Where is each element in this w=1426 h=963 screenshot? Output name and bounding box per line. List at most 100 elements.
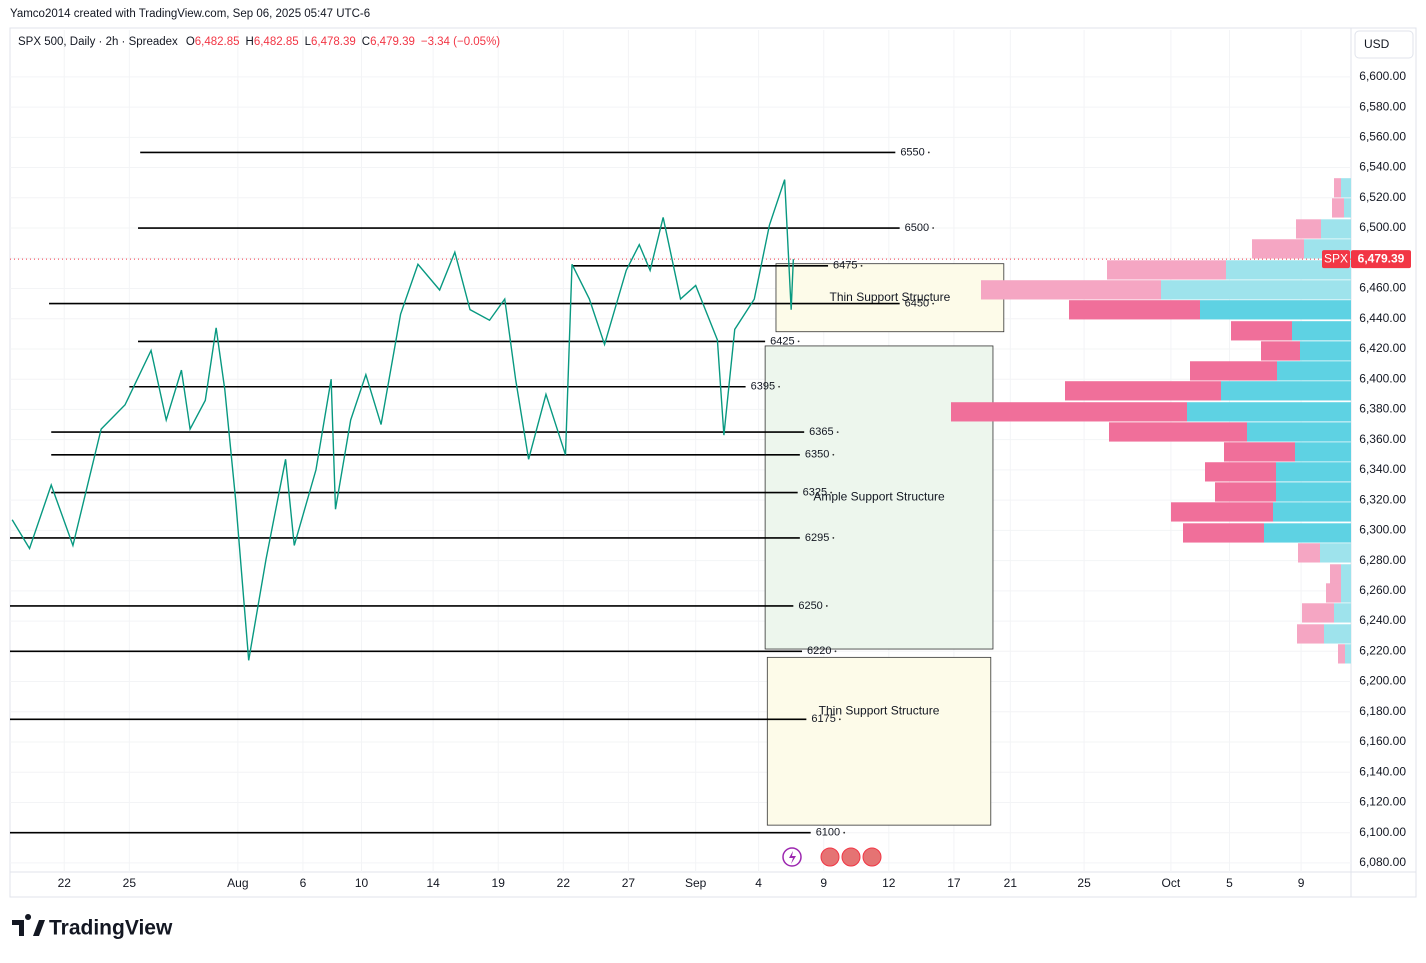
volume-down	[1183, 523, 1264, 543]
volume-up	[1277, 361, 1351, 381]
event-icon-glyph	[789, 851, 796, 864]
volume-up	[1276, 482, 1351, 502]
y-tick-label: 6,200.00	[1359, 674, 1406, 688]
y-tick-label: 6,280.00	[1359, 553, 1406, 567]
event-icon[interactable]	[862, 847, 882, 867]
volume-down	[1261, 341, 1300, 361]
currency-button[interactable]	[1354, 30, 1414, 59]
y-tick-label: 6,360.00	[1359, 432, 1406, 446]
y-tick-label: 6,240.00	[1359, 613, 1406, 627]
level-label: 6425	[770, 335, 794, 347]
x-tick-label: 17	[947, 876, 961, 890]
volume-down	[1302, 603, 1334, 623]
x-tick-label: Aug	[227, 876, 248, 890]
x-tick-label: Oct	[1162, 876, 1181, 890]
volume-down	[1298, 543, 1320, 563]
level-dot	[860, 264, 863, 267]
volume-down	[1296, 219, 1321, 239]
x-tick-label: 9	[820, 876, 827, 890]
level-label: 6250	[798, 600, 822, 612]
currency[interactable]: USD	[1364, 37, 1390, 51]
y-tick-label: 6,420.00	[1359, 341, 1406, 355]
ohlc-value: 6,482.85	[254, 36, 299, 48]
level-label: 6325	[803, 486, 827, 498]
volume-up	[1295, 442, 1351, 462]
zone-label: Ample Support Structure	[813, 490, 945, 504]
x-tick-label: 22	[58, 876, 72, 890]
volume-down	[1332, 198, 1344, 218]
volume-down	[1107, 260, 1226, 280]
volume-down	[1190, 361, 1277, 381]
volume-down	[951, 402, 1187, 422]
y-tick-label: 6,500.00	[1359, 220, 1406, 234]
level-dot	[834, 650, 837, 653]
volume-up	[1221, 381, 1351, 401]
price-line	[11, 179, 795, 661]
y-tick-label: 6,540.00	[1359, 160, 1406, 174]
brand: TradingView	[49, 917, 173, 940]
price-tag-label: 6,479.39	[1358, 251, 1405, 265]
volume-down	[1330, 564, 1341, 584]
y-tick-label: 6,300.00	[1359, 523, 1406, 537]
ohlc-key: L	[305, 36, 312, 48]
y-tick-label: 6,180.00	[1359, 704, 1406, 718]
plot-area: Thin Support Structure Ample Support Stru…	[10, 30, 1351, 872]
zone-label: Thin Support Structure	[819, 703, 940, 717]
x-tick-label: 21	[1004, 876, 1018, 890]
volume-up	[1344, 198, 1351, 218]
volume-up	[1187, 402, 1351, 422]
level-label: 6365	[809, 426, 833, 438]
y-tick-label: 6,600.00	[1359, 69, 1406, 83]
volume-down	[1334, 178, 1341, 198]
volume-up	[1341, 178, 1351, 198]
volume-up	[1321, 219, 1351, 239]
volume-down	[1326, 583, 1341, 603]
level-label: 6500	[905, 222, 929, 234]
volume-up	[1276, 462, 1351, 482]
level-label: 6475	[833, 260, 857, 272]
level-dot	[836, 431, 839, 434]
symbol-tag	[1322, 250, 1350, 269]
volume-up	[1300, 341, 1351, 361]
ohlc-key: C	[362, 36, 370, 48]
ohlc-value: 6,479.39	[370, 36, 415, 48]
volume-up	[1226, 260, 1351, 280]
event-icon[interactable]	[820, 847, 840, 867]
level-label: 6220	[807, 645, 831, 657]
level-dot	[832, 453, 835, 456]
ohlc-value: 6,482.85	[195, 36, 240, 48]
logo: TradingView	[12, 914, 173, 940]
symbol-info: SPX 500, Daily · 2h · Spreadex O6,482.85 H…	[18, 36, 500, 48]
volume-down	[1252, 239, 1304, 259]
level-dot	[778, 385, 780, 388]
volume-up	[1264, 523, 1351, 543]
event-icons	[782, 847, 882, 867]
y-tick-label: 6,440.00	[1359, 311, 1406, 325]
y-tick-label: 6,520.00	[1359, 190, 1406, 204]
y-tick-label: 6,080.00	[1359, 855, 1406, 869]
zone	[775, 263, 1005, 333]
symbol: SPX 500, Daily · 2h · Spreadex	[18, 36, 178, 48]
zone	[764, 345, 994, 650]
zone-label: Thin Support Structure	[830, 290, 951, 304]
level-label: 6175	[811, 713, 835, 725]
volume-up	[1292, 321, 1351, 341]
event-icon[interactable]	[841, 847, 861, 867]
y-tick-label: 6,560.00	[1359, 130, 1406, 144]
change: −3.34 (−0.05%)	[421, 36, 500, 48]
volume-down	[981, 280, 1161, 300]
symbol-tag-label: SPX	[1324, 251, 1348, 265]
y-tick-label: 6,580.00	[1359, 99, 1406, 113]
x-tick-label: 14	[426, 876, 440, 890]
y-tick-label: 6,400.00	[1359, 371, 1406, 385]
volume-up	[1161, 280, 1351, 300]
volume-up	[1320, 543, 1351, 563]
volume-up	[1247, 422, 1351, 442]
ohlc-key: H	[246, 36, 254, 48]
level-dot	[843, 831, 846, 834]
x-tick-label: Sep	[685, 876, 707, 890]
y-tick-label: 6,320.00	[1359, 492, 1406, 506]
volume-up	[1341, 564, 1351, 584]
